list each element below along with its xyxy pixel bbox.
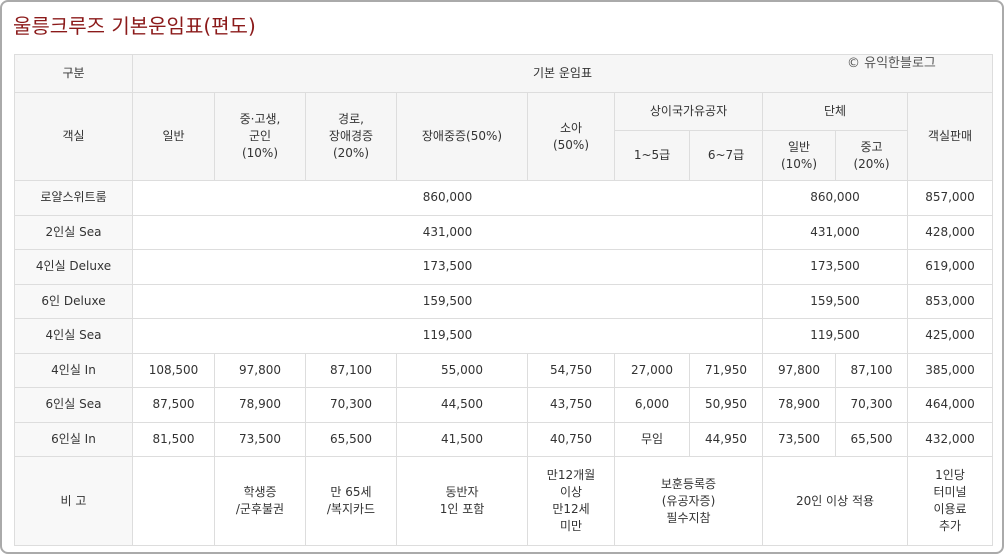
- table-cell: 로얄스위트룸: [14, 180, 133, 216]
- table-cell: 4인실 Deluxe: [14, 249, 133, 285]
- table-cell: 44,950: [689, 421, 763, 457]
- table-cell: 학생증 /군후불권: [214, 456, 306, 546]
- table-cell: 일반 (10%): [762, 130, 836, 181]
- table-cell: 73,500: [762, 421, 836, 457]
- table-cell: 385,000: [906, 352, 994, 388]
- title: 울릉크루즈 기본운임표(편도): [13, 14, 256, 38]
- table-row: 4인실 Deluxe 173,500 173,500 619,000: [14, 249, 994, 285]
- table-cell: 78,900: [762, 387, 836, 423]
- table-cell: 54,750: [527, 352, 615, 388]
- table-cell: 1~5급: [614, 130, 690, 181]
- table-row: 객실 일반 중·고생, 군인 (10%) 경로, 장애경증 (20%) 장애중증(50%…: [14, 92, 994, 181]
- table-cell: 40,750: [527, 421, 615, 457]
- table-row: 6인실 In 81,500 73,500 65,500 41,500 40,750 무임 44…: [14, 421, 994, 457]
- table-cell: 6~7급: [689, 130, 763, 181]
- table-cell: 73,500: [214, 421, 306, 457]
- table-row: 6인실 Sea 87,500 78,900 70,300 44,500 43,750 6,0…: [14, 387, 994, 423]
- table-cell: 4인실 In: [14, 352, 133, 388]
- table-cell: 4인실 Sea: [14, 318, 133, 354]
- table-row: 1~5급 6~7급 일반 (10%) 중고 (20%): [15, 130, 993, 181]
- table-cell: 2인실 Sea: [14, 214, 133, 250]
- table-cell: 중고 (20%): [835, 130, 908, 181]
- table-cell: 173,500: [132, 249, 763, 285]
- table-cell: 70,300: [835, 387, 908, 423]
- table-row: 6인 Deluxe 159,500 159,500 853,000: [14, 283, 994, 319]
- table-cell: 853,000: [906, 283, 994, 319]
- table-cell: 173,500: [762, 249, 908, 285]
- table-cell: 41,500: [396, 421, 528, 457]
- table-row: 4인실 In 108,500 97,800 87,100 55,000 54,750 27,…: [14, 352, 994, 388]
- table-cell: 464,000: [906, 387, 994, 423]
- table-cell: 108,500: [132, 352, 215, 388]
- table-cell: 87,100: [835, 352, 908, 388]
- table-row: 4인실 Sea 119,500 119,500 425,000: [14, 318, 994, 354]
- table-cell: 6인실 In: [14, 421, 133, 457]
- table-cell: 81,500: [132, 421, 215, 457]
- table-cell: 일반: [132, 92, 215, 181]
- table-cell: 159,500: [762, 283, 908, 319]
- table-cell: 상이국가유공자: [614, 92, 763, 131]
- table-cell: 857,000: [906, 180, 994, 216]
- table-cell: 만12개월 이상 만12세 미만: [527, 456, 615, 546]
- table-cell: 무임: [614, 421, 690, 457]
- table-cell: 97,800: [214, 352, 306, 388]
- table-cell: 431,000: [762, 214, 908, 250]
- watermark: © 유익한블로그: [847, 56, 936, 71]
- table-cell: 27,000: [614, 352, 690, 388]
- table-cell: 119,500: [132, 318, 763, 354]
- table-cell: 동반자 1인 포함: [396, 456, 528, 546]
- table-cell: 만 65세 /복지카드: [305, 456, 397, 546]
- table-cell: [132, 456, 215, 546]
- table-cell: 기본 운임표: [131, 54, 994, 93]
- table-cell: 43,750: [527, 387, 615, 423]
- table-cell: 중·고생, 군인 (10%): [214, 92, 306, 181]
- table-cell: 50,950: [689, 387, 763, 423]
- table-row: 2인실 Sea 431,000 431,000 428,000: [14, 214, 994, 250]
- table-cell: 소아 (50%): [527, 92, 615, 181]
- table-row: 비 고 학생증 /군후불권 만 65세 /복지카드 동반자 1인 포함 만12개월 이상…: [14, 456, 994, 546]
- table-cell: 860,000: [132, 180, 763, 216]
- table-cell: 71,950: [689, 352, 763, 388]
- table-cell: 65,500: [835, 421, 908, 457]
- table-cell: 단체: [762, 92, 908, 131]
- table-cell: 159,500: [132, 283, 763, 319]
- table-cell: 장애중증(50%): [396, 92, 528, 181]
- table-cell: 619,000: [906, 249, 994, 285]
- table-cell: 70,300: [305, 387, 397, 423]
- table-cell: 20인 이상 적용: [762, 456, 908, 546]
- table-cell: 6인실 Sea: [14, 387, 133, 423]
- table-cell: 87,100: [305, 352, 397, 388]
- table-cell: 428,000: [906, 214, 994, 250]
- table-cell: 1인당 터미널 이용료 추가: [906, 456, 994, 546]
- table-cell: 객실: [14, 92, 133, 181]
- table-row: 로얄스위트룸 860,000 860,000 857,000: [14, 180, 994, 216]
- table-cell: 55,000: [396, 352, 528, 388]
- table-cell: 431,000: [132, 214, 763, 250]
- table-cell: 78,900: [214, 387, 306, 423]
- table-cell: 보훈등록증 (유공자증) 필수지참: [614, 456, 763, 546]
- table-cell: 경로, 장애경증 (20%): [305, 92, 397, 181]
- table-cell: 구분: [14, 54, 133, 93]
- table-cell: 97,800: [762, 352, 836, 388]
- table-cell: 6,000: [614, 387, 690, 423]
- table-cell: 432,000: [906, 421, 994, 457]
- table-cell: 65,500: [305, 421, 397, 457]
- table-cell: 비 고: [14, 456, 133, 546]
- table-cell: 425,000: [906, 318, 994, 354]
- table-cell: 87,500: [132, 387, 215, 423]
- fare-table: 구분 기본 운임표 객실 일반 중·고생, 군인 (10%) 경로, 장애경증 (20%)…: [14, 54, 994, 546]
- table-row: 구분 기본 운임표: [14, 54, 994, 93]
- table-cell: 6인 Deluxe: [14, 283, 133, 319]
- table-cell: 860,000: [762, 180, 908, 216]
- table-cell: 119,500: [762, 318, 908, 354]
- table-cell: 객실판매: [906, 92, 994, 181]
- table-cell: 44,500: [396, 387, 528, 423]
